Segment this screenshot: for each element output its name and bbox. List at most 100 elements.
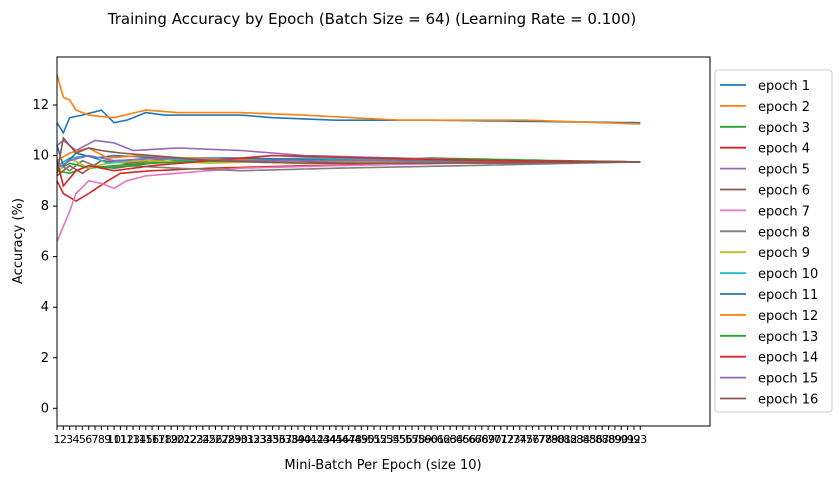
x-tick-label: 52 (373, 433, 387, 446)
y-tick-label: 6 (41, 250, 49, 265)
x-tick-label: 89 (608, 433, 622, 446)
x-tick-label: 82 (564, 433, 578, 446)
x-tick-label: 24 (196, 433, 210, 446)
x-tick-label: 60 (424, 433, 438, 446)
legend-label: epoch 12 (758, 309, 818, 324)
x-tick-label: 81 (557, 433, 571, 446)
x-tick-label: 43 (316, 433, 330, 446)
x-tick-label: 83 (570, 433, 584, 446)
x-tick-label: 67 (468, 433, 482, 446)
legend-label: epoch 1 (758, 79, 810, 94)
x-tick-label: 22 (183, 433, 197, 446)
legend-label: epoch 9 (758, 246, 810, 261)
y-tick-label: 2 (41, 351, 49, 366)
y-tick-label: 12 (32, 98, 49, 113)
x-tick-label: 32 (247, 433, 261, 446)
x-tick-label: 34 (259, 433, 273, 446)
legend-label: epoch 3 (758, 121, 810, 136)
x-tick-label: 14 (132, 433, 146, 446)
y-tick-label: 4 (41, 300, 49, 315)
series-line-8 (56, 159, 641, 172)
x-tick-label: 50 (361, 433, 375, 446)
x-tick-label: 33 (253, 433, 267, 446)
x-tick-label: 56 (399, 433, 413, 446)
x-tick-label: 42 (310, 433, 324, 446)
legend-label: epoch 5 (758, 163, 810, 178)
legend-label: epoch 7 (758, 204, 810, 219)
x-tick-label: 65 (456, 433, 470, 446)
x-tick-label: 68 (475, 433, 489, 446)
x-tick-label: 3 (66, 433, 73, 446)
plot-frame (56, 56, 711, 427)
x-tick-label: 78 (538, 433, 552, 446)
x-tick-label: 27 (215, 433, 229, 446)
x-tick-label: 79 (545, 433, 559, 446)
x-tick-label: 12 (120, 433, 134, 446)
x-tick-label: 36 (272, 433, 286, 446)
legend-label: epoch 15 (758, 372, 818, 387)
x-tick-label: 59 (418, 433, 432, 446)
legend-label: epoch 13 (758, 330, 818, 345)
x-tick-label: 17 (151, 433, 165, 446)
x-tick-label: 87 (595, 433, 609, 446)
x-tick-label: 11 (113, 433, 127, 446)
x-tick-label: 92 (627, 433, 641, 446)
x-tick-label: 74 (513, 433, 527, 446)
x-tick-label: 69 (481, 433, 495, 446)
x-tick-label: 38 (285, 433, 299, 446)
x-tick-label: 5 (79, 433, 86, 446)
x-tick-label: 86 (589, 433, 603, 446)
x-tick-label: 90 (614, 433, 628, 446)
legend-label: epoch 11 (758, 288, 818, 303)
series-line-7 (56, 161, 641, 242)
x-axis-label: Mini-Batch Per Epoch (size 10) (284, 458, 481, 473)
x-tick-label: 73 (506, 433, 520, 446)
chart-title: Training Accuracy by Epoch (Batch Size =… (107, 10, 636, 28)
x-tick-label: 28 (221, 433, 235, 446)
legend-label: epoch 2 (758, 100, 810, 115)
y-axis-label: Accuracy (%) (11, 198, 26, 284)
x-tick-label: 15 (139, 433, 153, 446)
series-line-1 (56, 109, 641, 135)
y-tick-label: 10 (32, 149, 49, 164)
x-tick-label: 19 (164, 433, 178, 446)
x-tick-label: 57 (405, 433, 419, 446)
legend-label: epoch 4 (758, 142, 810, 157)
x-tick-label: 53 (380, 433, 394, 446)
x-tick-label: 23 (189, 433, 203, 446)
legend: epoch 1 epoch 2 epoch 3 epoch 4 epoch 5 epoch… (714, 69, 833, 413)
x-tick-label: 93 (633, 433, 647, 446)
x-tick-label: 46 (335, 433, 349, 446)
x-tick-label: 80 (551, 433, 565, 446)
x-tick-label: 41 (304, 433, 318, 446)
x-tick-label: 7 (92, 433, 99, 446)
x-tick-label: 61 (430, 433, 444, 446)
x-tick-label: 84 (576, 433, 590, 446)
x-tick-label: 51 (367, 433, 381, 446)
x-tick-label: 31 (240, 433, 254, 446)
x-tick-label: 21 (177, 433, 191, 446)
x-tick-label: 26 (208, 433, 222, 446)
x-tick-label: 9 (104, 433, 111, 446)
legend-frame (714, 69, 833, 413)
x-tick-label: 47 (342, 433, 356, 446)
x-tick-label: 6 (85, 433, 92, 446)
x-tick-label: 72 (500, 433, 514, 446)
x-tick-label: 4 (73, 433, 80, 446)
legend-label: epoch 8 (758, 225, 810, 240)
x-tick-label: 39 (291, 433, 305, 446)
x-tick-label: 1 (54, 433, 61, 446)
x-tick-label: 77 (532, 433, 546, 446)
x-tick-label: 40 (297, 433, 311, 446)
x-tick-label: 91 (621, 433, 635, 446)
x-tick-label: 25 (202, 433, 216, 446)
y-tick-label: 0 (41, 401, 49, 416)
x-tick-label: 64 (449, 433, 463, 446)
x-tick-label: 49 (354, 433, 368, 446)
x-tick-label: 55 (392, 433, 406, 446)
x-tick-label: 66 (462, 433, 476, 446)
y-tick-label: 8 (41, 199, 49, 214)
x-tick-label: 35 (266, 433, 280, 446)
plot-lines (56, 74, 641, 242)
